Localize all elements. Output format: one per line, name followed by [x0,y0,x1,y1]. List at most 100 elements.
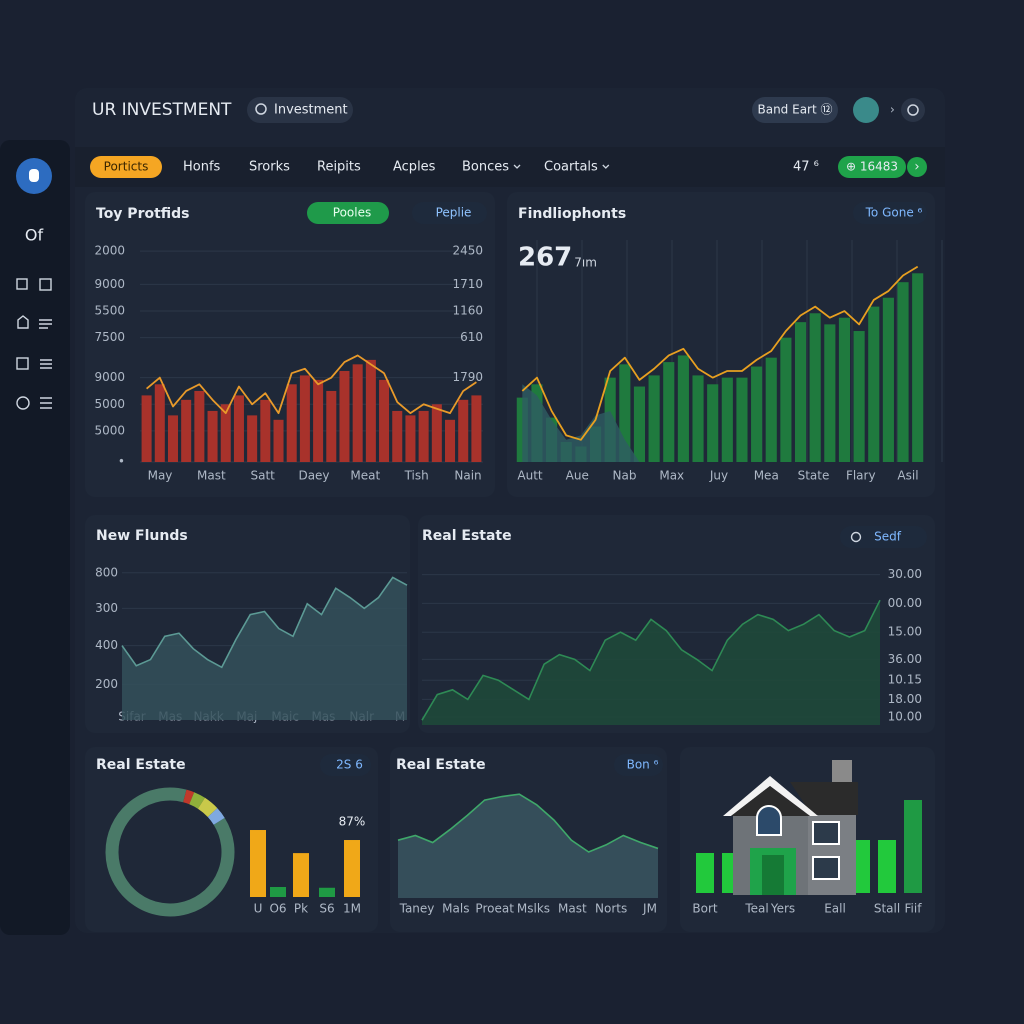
badge[interactable] [307,202,389,224]
sidebar-icon[interactable] [16,357,29,370]
bar [339,370,350,462]
y2-tick-label: 610 [460,330,483,344]
sidebar-icon[interactable] [40,359,52,369]
avatar[interactable] [853,97,879,123]
x-tick-label: Nab [613,469,637,483]
bar [207,410,218,462]
settings-button[interactable] [901,98,925,122]
x-tick-label: Flary [846,469,876,483]
sidebar-icon[interactable] [16,278,28,290]
bar [897,282,909,462]
nav-bar [75,147,945,187]
bar [677,355,689,462]
x-tick-label: May [148,469,173,483]
donut-segment [197,797,218,818]
nav-tab[interactable]: Reipits [317,160,361,175]
area-fill [522,384,640,462]
badge[interactable] [320,754,371,776]
door [762,855,784,895]
sidebar-label: Of [25,226,44,245]
nav-tab[interactable]: Acples [393,160,436,175]
bar [273,419,284,462]
line [146,354,477,415]
x-tick-label: Mast [197,469,226,483]
bar [824,324,836,462]
bar [809,313,821,462]
big-value: 267 [518,243,572,273]
y2-tick-label: 1790 [452,370,483,384]
x-tick-label: Taney [399,902,435,916]
bar [707,384,719,462]
panel-title: Real Estate [96,757,186,773]
line [521,265,919,441]
y-tick-label: 30.00 [888,567,922,581]
bar [431,404,442,462]
balance-pill[interactable] [838,156,906,178]
active-tab[interactable] [90,156,162,178]
chevron [513,164,521,169]
chevron [602,164,610,169]
bar [141,395,152,462]
y-tick-label: 5000 [94,423,125,437]
big-unit: 7ım [574,256,597,270]
roof [790,782,858,815]
account-pill[interactable] [752,97,838,123]
sidebar-icon[interactable] [40,397,52,409]
bar [852,840,870,893]
nav-count: 47 ⁶ [793,160,819,175]
panel-title: Toy Protfids [96,206,190,222]
bar [780,337,792,462]
x-tick-label: Norts [595,902,627,916]
x-tick-label: S6 [319,902,334,916]
x-tick-label: U [254,902,263,916]
badge-text: To Gone ⁶ [865,206,923,220]
bar [194,390,205,462]
search-icon [255,103,267,115]
sidebar-icon[interactable] [17,315,29,329]
bar [458,399,469,462]
badge-text: Pooles [333,206,371,220]
bar [765,357,777,462]
bar [250,830,266,897]
next-icon: › [914,160,919,175]
bar [633,386,646,462]
chevron: › [890,103,895,117]
next-button[interactable] [907,157,927,177]
x-tick-label: Proeat [475,902,514,916]
roof-trim [723,776,818,816]
search-text: Investment [274,103,348,118]
badge[interactable] [412,202,487,224]
nav-tab[interactable]: Coartals [544,160,598,175]
y2-tick-label: 1160 [452,304,483,318]
bar [293,853,309,897]
y2-tick-label: 1710 [452,277,483,291]
nav-tab[interactable]: Honfs [183,160,221,175]
sidebar-icon[interactable] [39,278,52,291]
x-tick-label: Mals [442,902,469,916]
nav-tab[interactable]: Srorks [249,160,290,175]
badge[interactable] [840,526,927,548]
nav-tab[interactable]: Porticts [104,160,149,174]
nav-tab[interactable]: Bonces [462,160,509,175]
search-box[interactable] [247,97,353,123]
badge[interactable] [614,754,663,776]
badge[interactable] [853,202,927,224]
y-tick-label: 10.00 [888,710,922,724]
x-tick-label: Satt [250,469,275,483]
app-title: UR INVESTMENT [92,100,232,120]
donut-segment [105,787,235,917]
bar [365,359,376,462]
bar [912,273,924,462]
donut-segment [183,789,195,805]
bar [154,384,165,462]
y-tick-label: 36.00 [888,652,922,666]
x-tick-label: Mslks [517,902,550,916]
x-tick-label: Fiif [905,902,923,916]
sidebar-icon[interactable] [39,319,52,329]
donut-segment [207,808,225,825]
donut-segment [189,792,205,809]
sidebar-icon[interactable] [16,396,30,410]
y-tick-label: 18.00 [888,692,922,706]
account-text: Band Eart ⑫ [757,103,832,117]
bar [648,375,660,462]
